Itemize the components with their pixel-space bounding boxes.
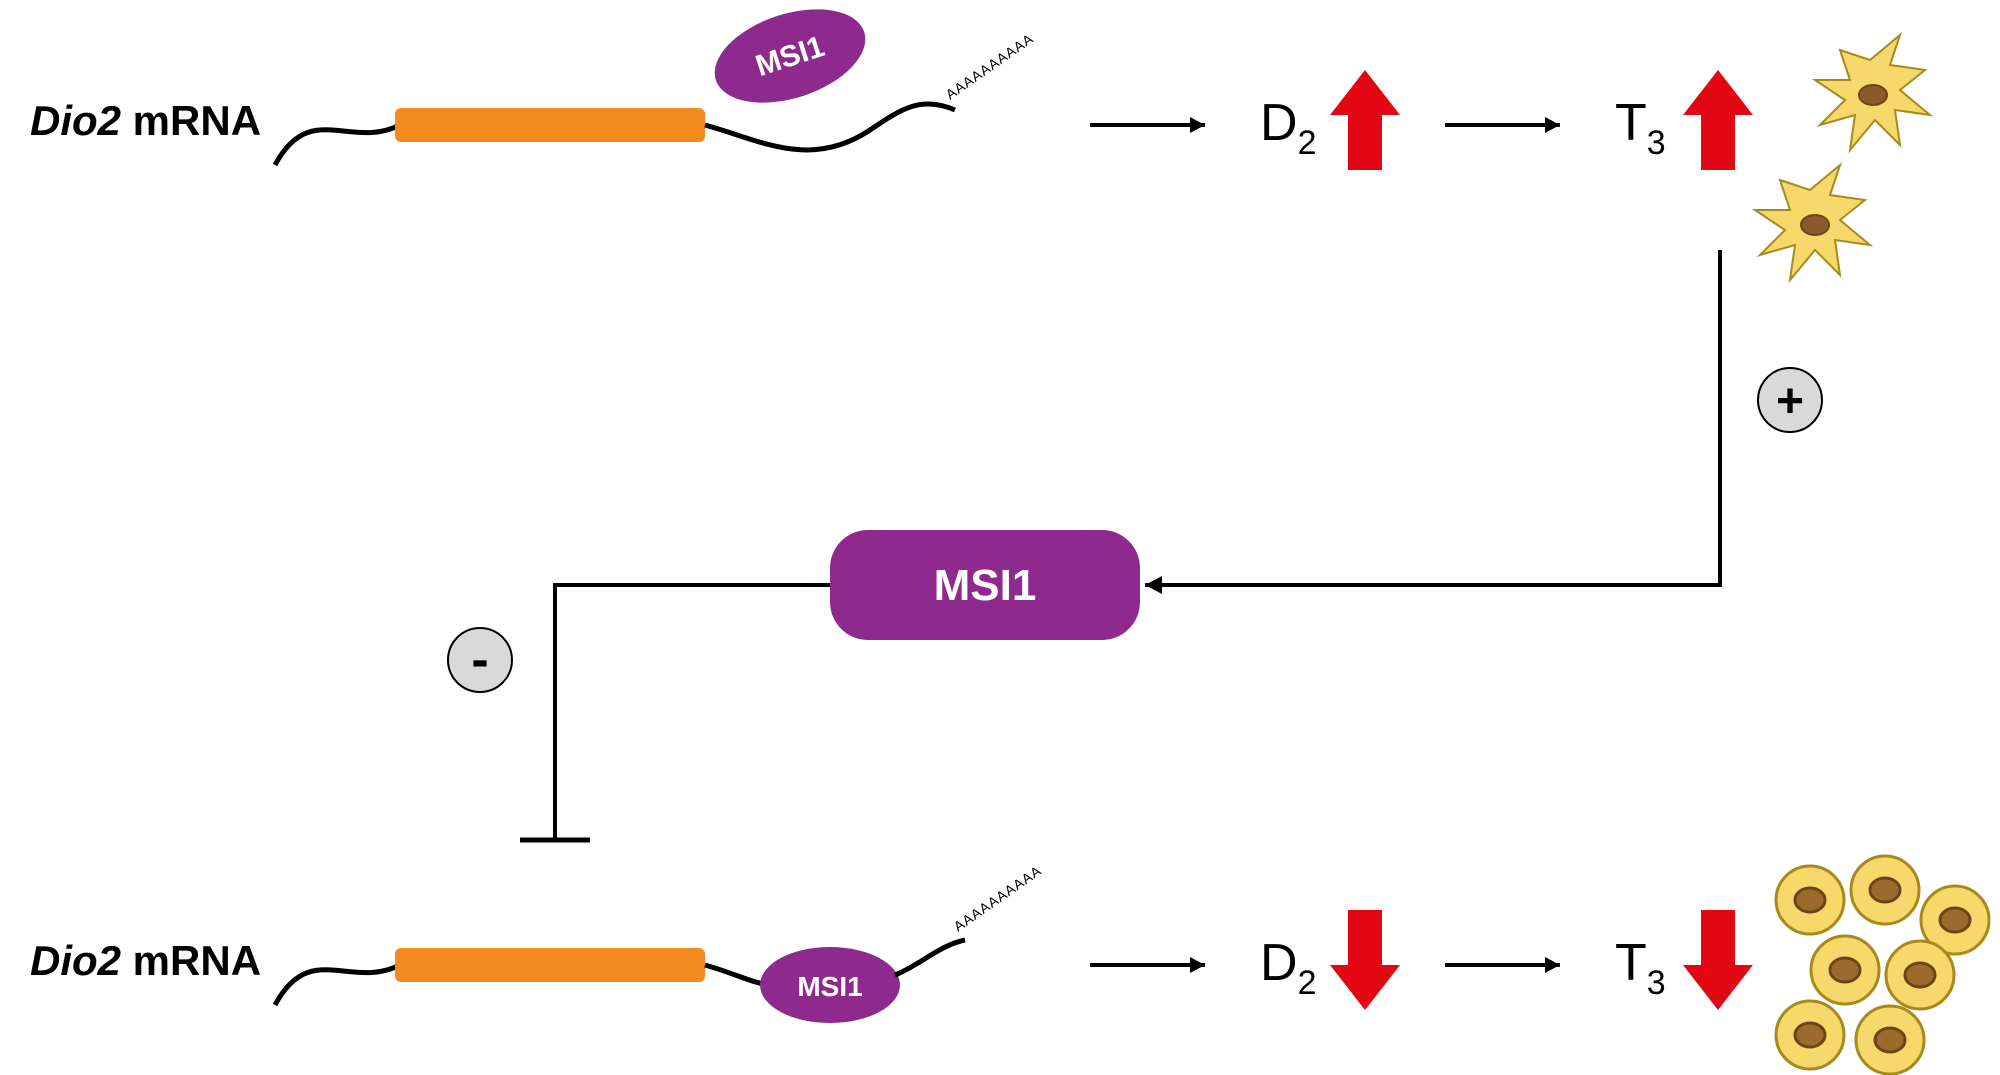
arrowhead-into-msi1-box [1145, 576, 1162, 594]
msi1-box-label: MSI1 [934, 561, 1037, 610]
mrna-5utr-bottom [275, 965, 400, 1005]
diagram-canvas: Dio2 mRNA AAAAAAAAAA MSI1 D2 T3 [0, 0, 2000, 1075]
d2-label-bottom: D2 [1260, 934, 1316, 1002]
arrowhead-d2-t3-top [1545, 117, 1560, 133]
mrna-3utr-top [705, 104, 955, 150]
arrowhead-mrna-d2-bottom [1190, 957, 1205, 973]
polya-tail-top: AAAAAAAAAA [943, 30, 1037, 102]
down-arrow-icon-t3-bottom [1683, 910, 1753, 1010]
up-arrow-icon-t3-top [1683, 70, 1753, 170]
mrna-coding-region-bottom [395, 948, 705, 982]
mrna-coding-region-top [395, 108, 705, 142]
minus-badge-label: - [471, 631, 488, 689]
up-arrow-icon-d2-top [1330, 70, 1400, 170]
d2-label-top: D2 [1260, 94, 1316, 162]
arrowhead-d2-t3-bottom [1545, 957, 1560, 973]
polya-tail-bottom: AAAAAAAAAA [951, 862, 1045, 934]
plus-badge-label: + [1776, 375, 1804, 428]
msi1-protein-bound-label: MSI1 [797, 971, 862, 1002]
dio2-mrna-label-top-text: Dio2 mRNA [30, 97, 261, 144]
t3-label-bottom: T3 [1615, 934, 1666, 1002]
mrna-5utr-top [275, 125, 400, 165]
t3-label-top: T3 [1615, 94, 1666, 162]
feedback-line-left [555, 585, 830, 840]
down-arrow-icon-d2-bottom [1330, 910, 1400, 1010]
mrna-3utr-bottom-b [895, 940, 965, 975]
feedback-line-right [1145, 250, 1720, 585]
dio2-mrna-label-bottom: Dio2 mRNA [30, 937, 261, 984]
arrowhead-mrna-d2-top [1190, 117, 1205, 133]
stellate-cells-icon [1755, 35, 1930, 280]
round-cells-icon [1776, 856, 1989, 1074]
